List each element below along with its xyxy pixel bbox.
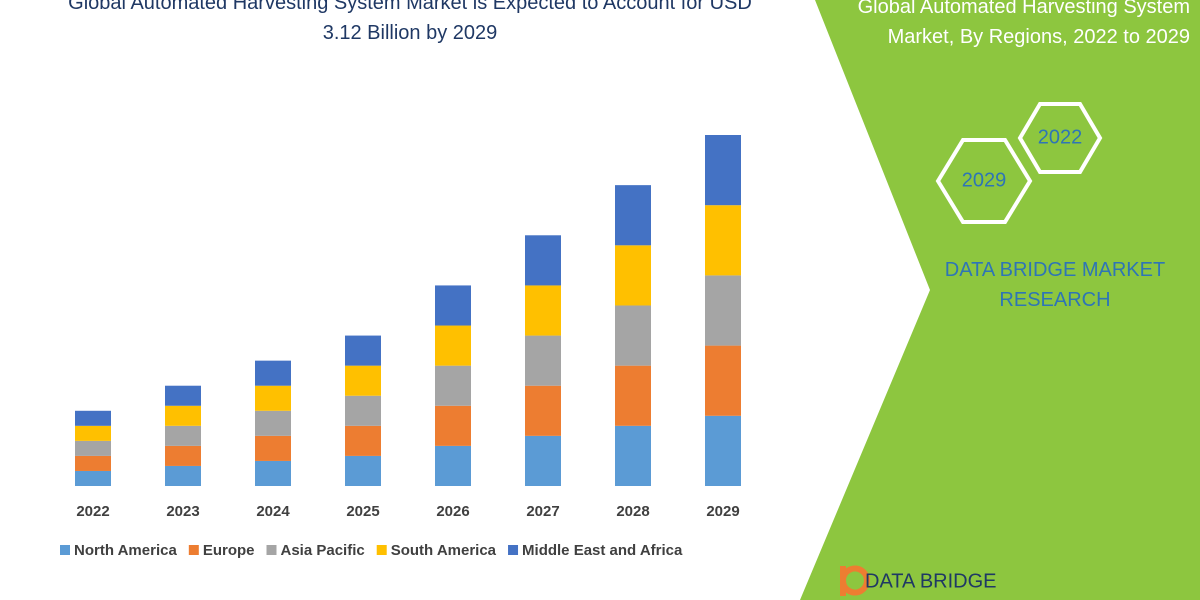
bar-segment [345, 395, 381, 426]
brand: DATA BRIDGE MARKET RESEARCH [944, 259, 1166, 311]
bar-segment [255, 360, 291, 386]
side-panel-bg [800, 0, 1200, 600]
bar-segment [165, 445, 201, 466]
bar-segment [75, 425, 111, 441]
bar-segment [255, 435, 291, 461]
x-tick-label: 2023 [166, 503, 199, 520]
bar-segment [525, 385, 561, 436]
x-tick-label: 2028 [616, 503, 649, 520]
bar-segment [615, 245, 651, 306]
bar-segment [345, 455, 381, 486]
side-title: Global Automated Harvesting System Marke… [857, 0, 1190, 48]
bar-segment [165, 425, 201, 446]
x-tick-label: 2022 [76, 503, 109, 520]
legend-label: Middle East and Africa [522, 542, 683, 559]
bar-segment [705, 205, 741, 276]
bar-segment [525, 285, 561, 336]
bar-segment [435, 445, 471, 486]
bar-segment [255, 385, 291, 411]
legend-label: Europe [203, 542, 255, 559]
logo-text: DATA BRIDGE [865, 570, 997, 592]
bar-segment [525, 235, 561, 286]
bar-segment [525, 435, 561, 486]
bar-segment [75, 455, 111, 471]
bar-segment [615, 425, 651, 486]
bar-segment [705, 415, 741, 486]
bar-segment [435, 285, 471, 326]
legend-swatch [60, 545, 70, 555]
x-tick-label: 2027 [526, 503, 559, 520]
hexagon-label: 2029 [962, 169, 1007, 191]
bar-segment [435, 365, 471, 406]
bar-segment [705, 135, 741, 206]
bar-segment [525, 335, 561, 386]
logo-icon [840, 565, 870, 596]
bar-segment [75, 410, 111, 426]
bar-segment [165, 405, 201, 426]
bar-segment [345, 425, 381, 456]
hexagon-label: 2022 [1038, 126, 1083, 148]
bar-segment [165, 385, 201, 406]
legend-label: North America [74, 542, 177, 559]
legend-label: Asia Pacific [281, 542, 365, 559]
bar-segment [615, 305, 651, 366]
bar-segment [705, 275, 741, 346]
legend-swatch [188, 545, 199, 555]
x-tick-label: 2024 [256, 503, 290, 520]
legend-label: South America [391, 542, 497, 559]
bar-segment [75, 470, 111, 486]
bar-segment [255, 460, 291, 486]
hexagon [1017, 102, 1103, 174]
x-tick-label: 2026 [436, 503, 469, 520]
legend-swatch [508, 545, 519, 555]
x-tick-label: 2025 [346, 503, 379, 520]
hexagon [935, 138, 1033, 224]
legend-swatch [266, 545, 277, 555]
legend-swatch [376, 545, 387, 555]
bar-segment [615, 365, 651, 426]
bar-segment [435, 325, 471, 366]
bar-segment [165, 465, 201, 486]
bar-segment [255, 410, 291, 436]
x-tick-label: 2029 [706, 503, 739, 520]
bar-segment [435, 405, 471, 446]
bar-segment [705, 345, 741, 416]
bar-segment [75, 440, 111, 456]
bar-segment [615, 185, 651, 246]
bar-segment [345, 335, 381, 366]
chart-title: Global Automated Harvesting System Marke… [68, 0, 752, 44]
bar-segment [345, 365, 381, 396]
